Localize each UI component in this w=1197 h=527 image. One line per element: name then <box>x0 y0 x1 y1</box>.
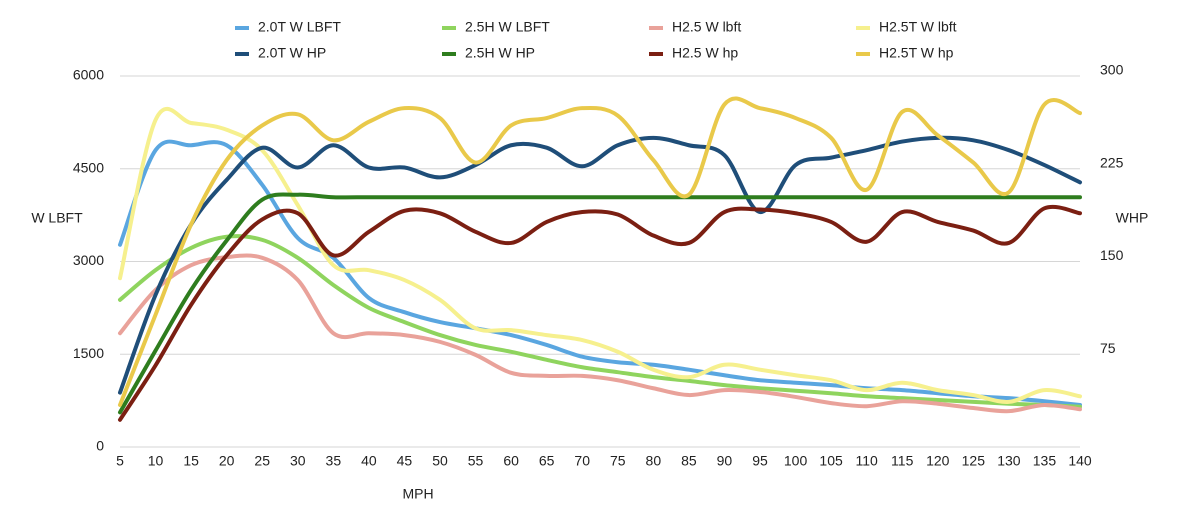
y-tick-label: 6000 <box>73 67 104 83</box>
x-tick-label: 120 <box>926 453 950 469</box>
x-tick-label: 95 <box>752 453 768 469</box>
x-tick-label: 55 <box>468 453 484 469</box>
x-tick-label: 25 <box>254 453 270 469</box>
x-tick-label: 10 <box>148 453 164 469</box>
series-line <box>118 96 1082 407</box>
series-line <box>118 253 1082 414</box>
series-line <box>118 139 1082 407</box>
x-tick-label: 105 <box>819 453 843 469</box>
x-axis-title: MPH <box>402 486 433 502</box>
y2-axis-title: WHP <box>1116 210 1149 226</box>
y2-tick-label: 225 <box>1100 154 1124 170</box>
series-line <box>118 192 1082 415</box>
x-tick-label: 35 <box>326 453 342 469</box>
legend-label: 2.0T W HP <box>258 45 326 61</box>
x-tick-label: 80 <box>646 453 662 469</box>
x-tick-label: 135 <box>1033 453 1057 469</box>
y-tick-label: 3000 <box>73 252 104 268</box>
y-tick-label: 4500 <box>73 159 104 175</box>
series-line <box>118 106 1082 404</box>
legend-label: H2.5 W hp <box>672 45 738 61</box>
x-tick-label: 60 <box>503 453 519 469</box>
y-tick-label: 1500 <box>73 345 104 361</box>
x-tick-label: 65 <box>539 453 555 469</box>
x-tick-label: 75 <box>610 453 626 469</box>
series-line <box>118 135 1082 395</box>
x-tick-label: 40 <box>361 453 377 469</box>
x-tick-label: 20 <box>219 453 235 469</box>
x-tick-label: 30 <box>290 453 306 469</box>
x-tick-label: 140 <box>1068 453 1092 469</box>
series-line <box>118 204 1082 422</box>
legend-label: 2.0T W LBFT <box>258 19 341 35</box>
legend-label: H2.5T W hp <box>879 45 954 61</box>
x-tick-label: 90 <box>717 453 733 469</box>
legend-label: H2.5T W lbft <box>879 19 957 35</box>
legend-label: 2.5H W HP <box>465 45 535 61</box>
y-axis-title: W LBFT <box>31 210 83 226</box>
x-tick-label: 110 <box>856 453 879 469</box>
x-tick-label: 5 <box>116 453 124 469</box>
x-tick-label: 70 <box>574 453 590 469</box>
x-tick-label: 100 <box>784 453 808 469</box>
legend-label: 2.5H W LBFT <box>465 19 550 35</box>
x-tick-label: 130 <box>997 453 1021 469</box>
x-tick-label: 115 <box>891 453 914 469</box>
x-tick-label: 15 <box>183 453 199 469</box>
x-tick-label: 125 <box>962 453 986 469</box>
x-tick-label: 50 <box>432 453 448 469</box>
legend-label: H2.5 W lbft <box>672 19 741 35</box>
x-tick-label: 85 <box>681 453 697 469</box>
y2-tick-label: 300 <box>1100 62 1124 78</box>
x-tick-label: 45 <box>397 453 413 469</box>
series-line <box>118 234 1082 409</box>
y2-tick-label: 150 <box>1100 247 1124 263</box>
y2-tick-label: 75 <box>1100 340 1116 356</box>
y-tick-label: 0 <box>96 438 104 454</box>
